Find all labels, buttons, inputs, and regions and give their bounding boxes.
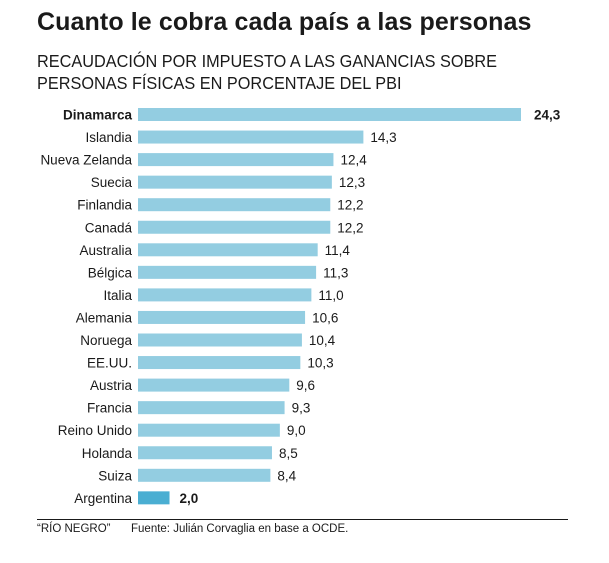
value-label: 9,0 xyxy=(287,423,306,438)
category-label: Noruega xyxy=(80,333,132,348)
category-label: Suecia xyxy=(91,175,133,190)
value-label: 11,4 xyxy=(325,243,351,258)
category-label: Australia xyxy=(79,243,132,258)
bar-row: Canadá 12,2 xyxy=(85,220,364,235)
category-label: Canadá xyxy=(85,220,133,235)
bar-row: Bélgica 11,3 xyxy=(88,265,349,280)
category-label: Suiza xyxy=(98,468,132,483)
value-label: 9,3 xyxy=(292,401,311,416)
value-label: 8,5 xyxy=(279,446,298,461)
bar-row: Finlandia 12,2 xyxy=(77,198,363,213)
chart-subtitle: RECAUDACIÓN POR IMPUESTO A LAS GANANCIAS… xyxy=(37,51,498,93)
bar-row: EE.UU. 10,3 xyxy=(87,356,334,371)
bar-row: Noruega 10,4 xyxy=(80,333,335,348)
bar xyxy=(138,423,280,437)
bar xyxy=(138,243,318,257)
bar-row: Argentina 2,0 xyxy=(74,491,198,506)
category-label: Islandia xyxy=(85,130,132,145)
bar xyxy=(138,333,302,347)
category-label: Reino Unido xyxy=(58,423,132,438)
bar-row: Holanda 8,5 xyxy=(82,446,298,461)
bar xyxy=(138,356,301,370)
category-label: Argentina xyxy=(74,491,132,506)
bar-row: Francia 9,3 xyxy=(87,401,310,416)
footer-source: Fuente: Julián Corvaglia en base a OCDE. xyxy=(131,523,349,535)
bar-row: Suiza 8,4 xyxy=(98,468,296,483)
bar xyxy=(138,130,364,144)
category-label: Bélgica xyxy=(88,265,133,280)
category-label: Finlandia xyxy=(77,198,132,213)
value-label: 8,4 xyxy=(277,468,296,483)
bar-row: Reino Unido 9,0 xyxy=(58,423,306,438)
bar xyxy=(138,175,332,189)
bar xyxy=(138,310,306,324)
category-label: EE.UU. xyxy=(87,356,132,371)
bar-row: Alemania 10,6 xyxy=(76,310,339,325)
bar-row: Austria 9,6 xyxy=(90,378,315,393)
value-label: 10,3 xyxy=(307,356,333,371)
footer-credit: “RÍO NEGRO” xyxy=(37,523,111,535)
category-label: Nueva Zelanda xyxy=(40,153,132,168)
value-label: 9,6 xyxy=(296,378,315,393)
value-label: 11,3 xyxy=(323,265,348,280)
category-label: Holanda xyxy=(82,446,133,461)
bar-row: Italia 11,0 xyxy=(103,288,343,303)
value-label: 24,3 xyxy=(534,108,561,123)
value-label: 10,4 xyxy=(309,333,336,348)
value-label: 11,0 xyxy=(318,288,343,303)
bar-row: Dinamarca 24,3 xyxy=(63,108,561,123)
bar xyxy=(138,198,331,212)
bar xyxy=(138,401,285,415)
footer-divider xyxy=(37,519,568,520)
bar xyxy=(138,108,521,121)
bar xyxy=(138,446,272,460)
category-label: Alemania xyxy=(76,310,133,325)
category-label: Francia xyxy=(87,401,133,416)
bar xyxy=(138,220,331,234)
value-label: 12,2 xyxy=(337,220,363,235)
category-label: Dinamarca xyxy=(63,108,133,123)
bar-row: Nueva Zelanda 12,4 xyxy=(40,153,367,168)
category-label: Austria xyxy=(90,378,133,393)
category-label: Italia xyxy=(103,288,132,303)
bar-row: Australia 11,4 xyxy=(79,243,350,258)
value-label: 12,2 xyxy=(337,198,363,213)
chart-title: Cuanto le cobra cada país a las personas xyxy=(37,8,532,36)
bar xyxy=(138,378,290,392)
bar xyxy=(138,153,334,167)
value-label: 12,4 xyxy=(340,153,367,168)
bar xyxy=(138,265,317,279)
bar-row: Islandia 14,3 xyxy=(85,130,396,145)
bar xyxy=(138,288,312,302)
value-label: 12,3 xyxy=(339,175,365,190)
bar-row: Suecia 12,3 xyxy=(91,175,365,190)
value-label: 10,6 xyxy=(312,310,338,325)
bar xyxy=(138,468,271,482)
bar-chart: Dinamarca 24,3 Islandia 14,3 Nueva Zelanda 12… xyxy=(40,108,561,506)
value-label: 14,3 xyxy=(370,130,396,145)
value-label: 2,0 xyxy=(180,491,199,506)
bar xyxy=(138,491,170,505)
